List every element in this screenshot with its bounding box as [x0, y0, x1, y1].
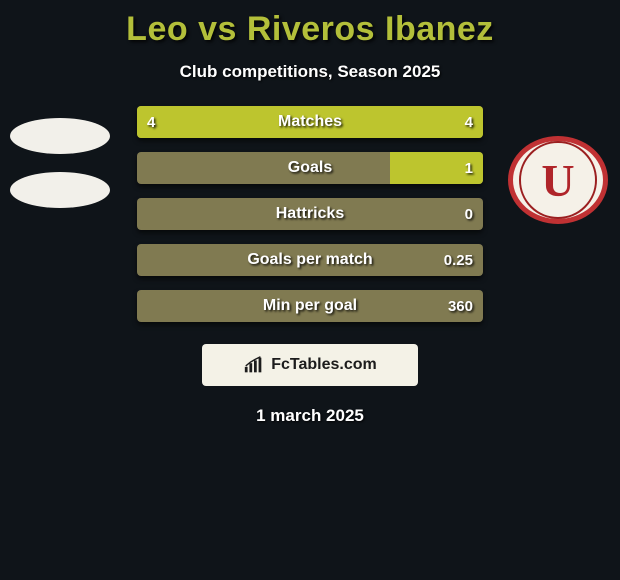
left-player-badges	[10, 118, 110, 218]
stat-bar-label: Goals per match	[137, 244, 483, 276]
stat-bar: Goals per match0.25	[137, 244, 483, 276]
left-player-oval-2	[10, 172, 110, 208]
attribution-text: FcTables.com	[271, 356, 377, 374]
stat-bar-label: Hattricks	[137, 198, 483, 230]
stat-bar-left-fill	[137, 106, 310, 138]
date: 1 march 2025	[0, 406, 620, 426]
chart-icon	[243, 355, 265, 375]
stat-bar: 4Matches4	[137, 106, 483, 138]
stat-bar: Hattricks0	[137, 198, 483, 230]
stat-bar-right-fill	[310, 106, 483, 138]
stat-bars: 4Matches4 Goals1 Hattricks0 Goals per match…	[137, 106, 483, 322]
subtitle: Club competitions, Season 2025	[0, 62, 620, 82]
right-player-badges: U	[508, 118, 608, 218]
stat-bar-right-fill	[390, 152, 483, 184]
right-club-logo-letter: U	[519, 141, 597, 219]
left-player-oval-1	[10, 118, 110, 154]
stat-bar-right-value: 0	[465, 198, 473, 230]
stat-bar-label: Min per goal	[137, 290, 483, 322]
attribution-badge: FcTables.com	[202, 344, 418, 386]
stat-bar-right-value: 360	[448, 290, 473, 322]
stat-bar-right-value: 0.25	[444, 244, 473, 276]
right-club-logo: U	[508, 136, 608, 224]
stat-bar: Min per goal360	[137, 290, 483, 322]
page-title: Leo vs Riveros Ibanez	[0, 0, 620, 49]
stat-bar: Goals1	[137, 152, 483, 184]
